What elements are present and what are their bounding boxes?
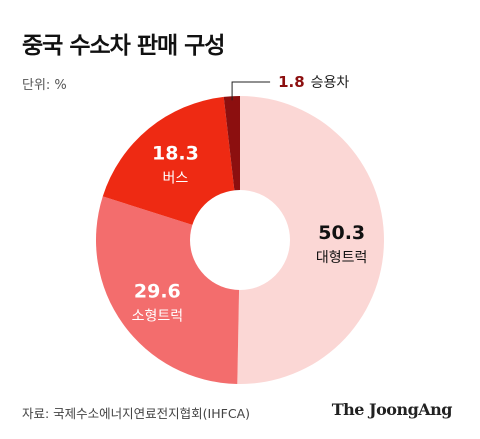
unit-label: 단위: % [22,78,67,93]
slice-label-2: 버스 [163,170,189,186]
slice-label-0: 대형트럭 [316,250,368,266]
chart-title: 중국 수소차 판매 구성 [22,33,225,59]
slice-label-3: 승용차 [311,75,350,91]
slice-callout-3: 1.8 승용차 [278,73,349,91]
slice-0 [237,96,384,384]
slice-value-1: 29.6 [134,280,181,302]
donut-hole [190,190,290,290]
slice-label-1: 소형트럭 [132,308,184,324]
slice-value-3: 1.8 [278,73,305,91]
source-note: 자료: 국제수소에너지연료전지협회(IHFCA) [22,406,250,421]
slice-value-0: 50.3 [318,222,365,244]
leader-line [231,81,271,101]
brand-logo: The JoongAng [331,400,453,419]
slice-value-2: 18.3 [152,142,199,164]
